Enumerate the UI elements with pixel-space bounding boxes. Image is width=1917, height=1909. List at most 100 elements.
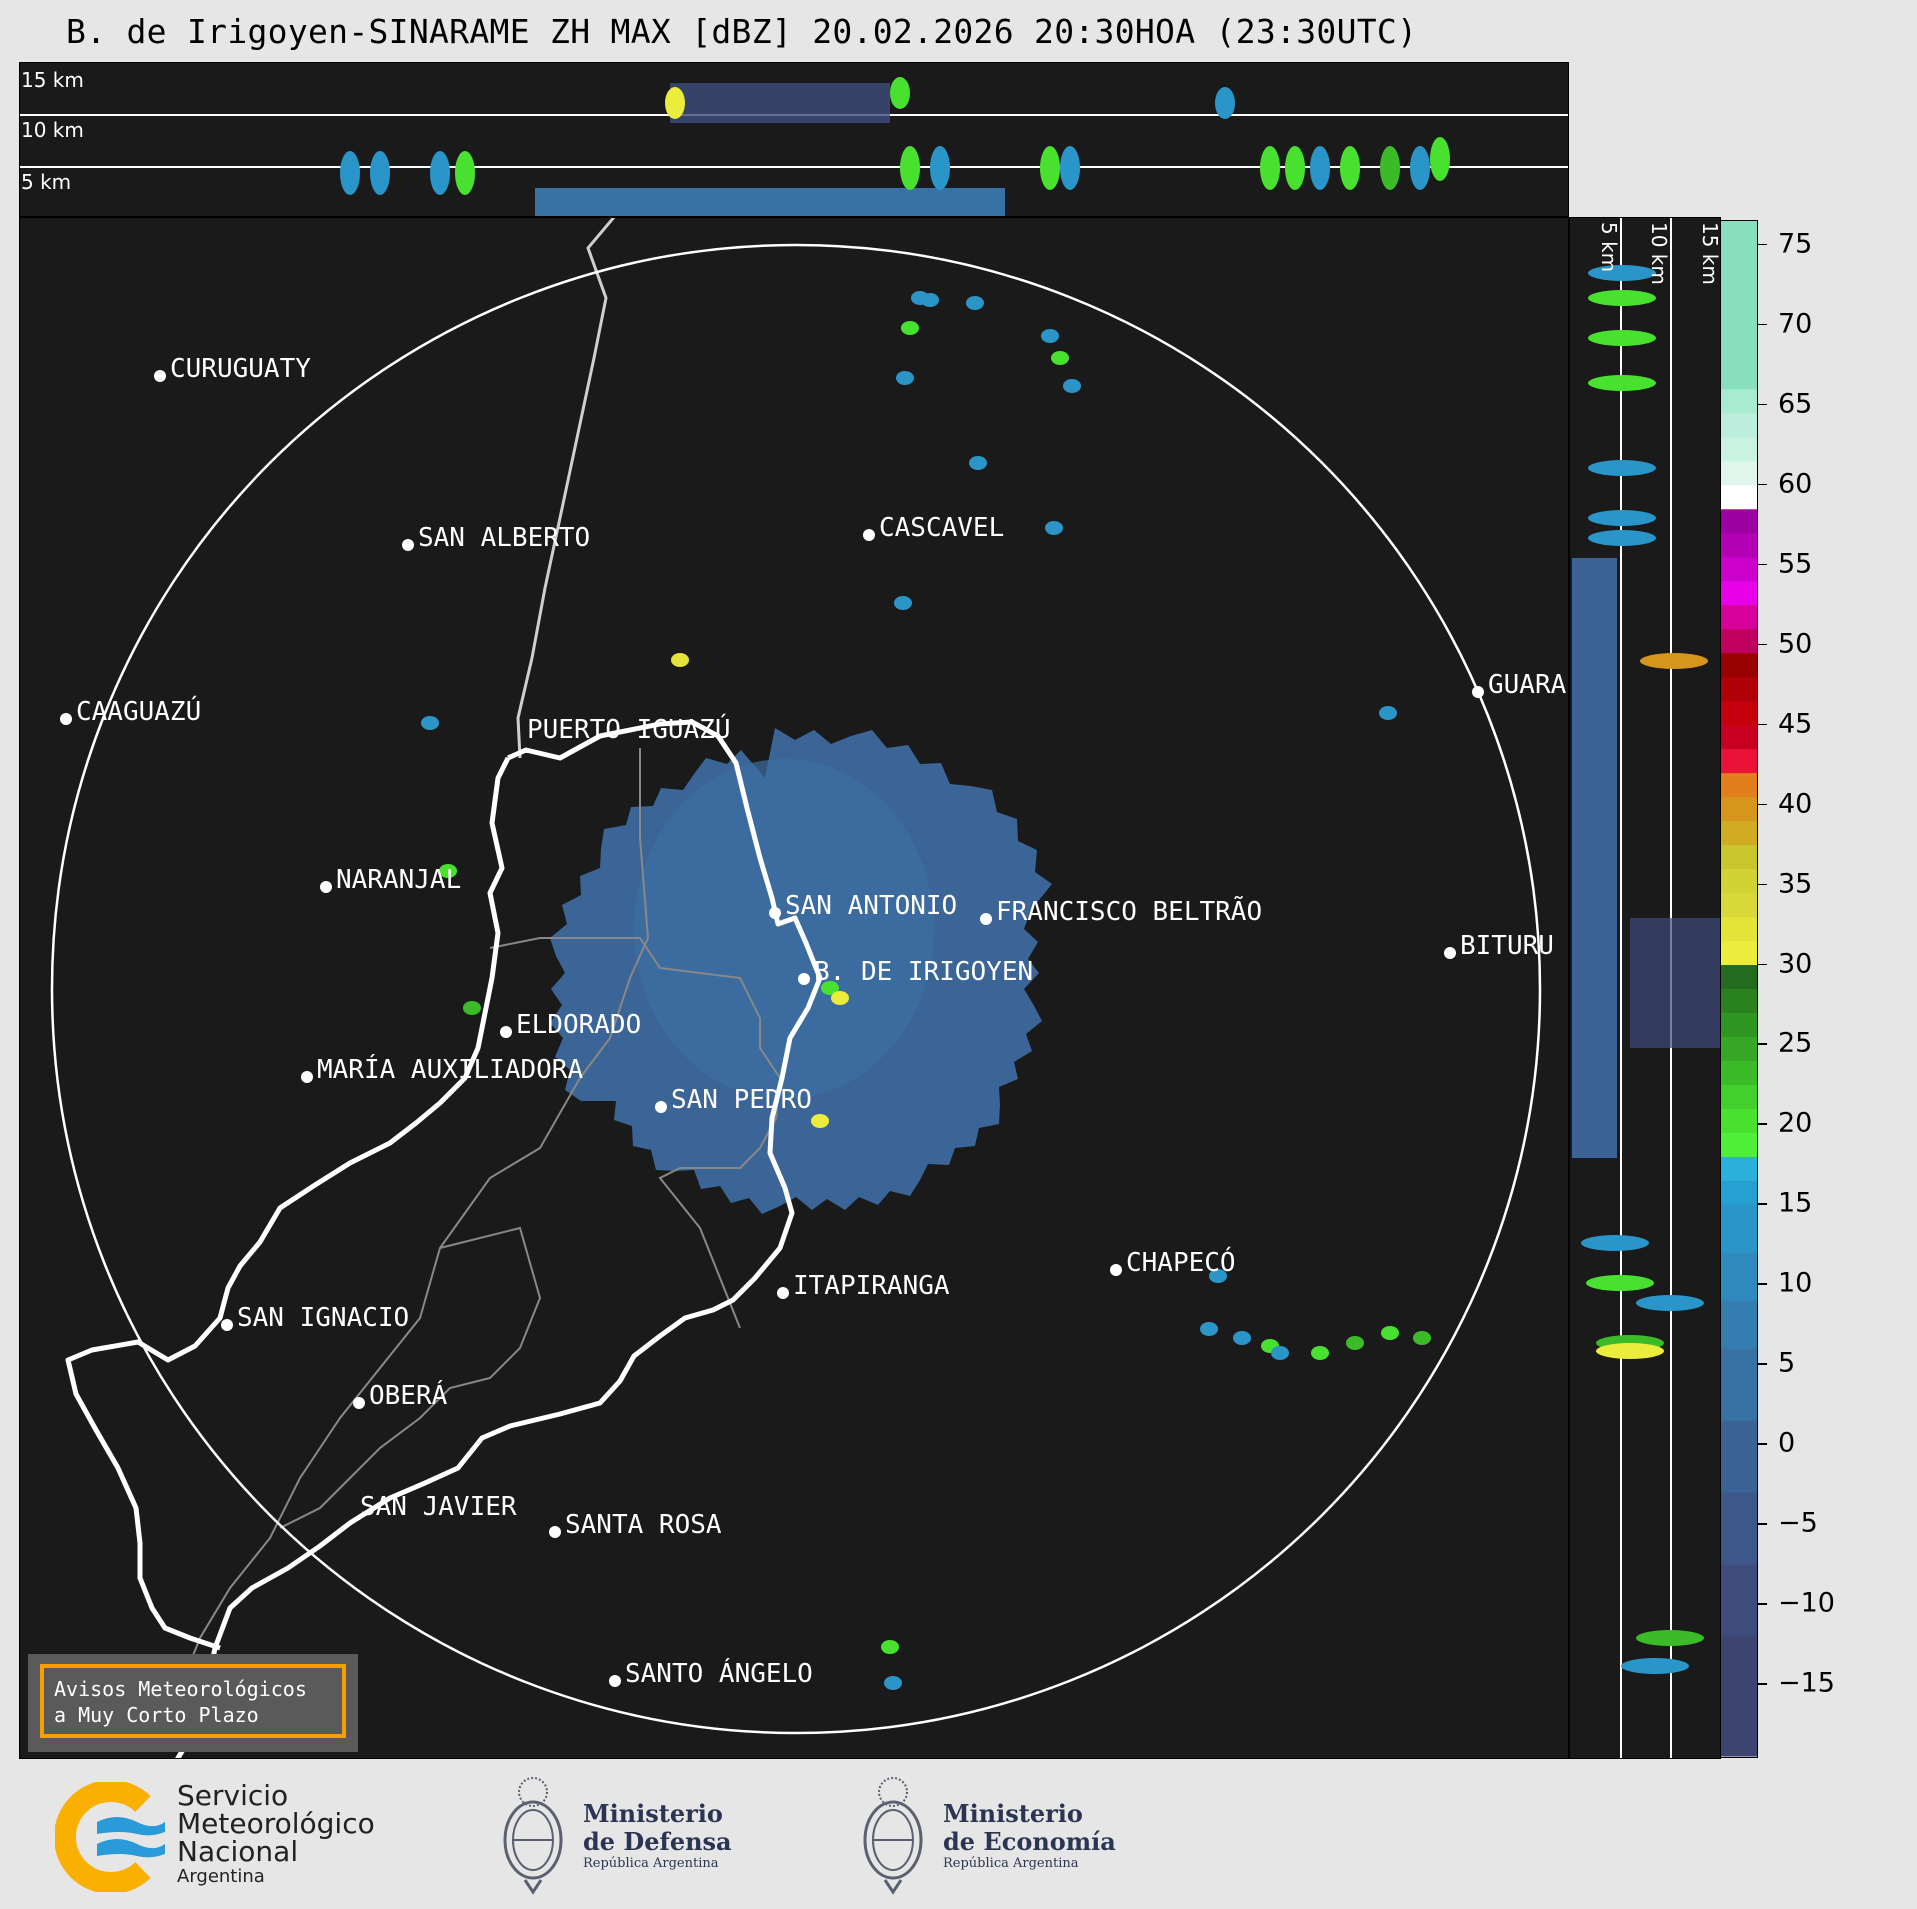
city-markers — [60, 370, 1484, 1687]
city-marker — [655, 1101, 667, 1113]
economia-line-1: Ministerio — [943, 1799, 1083, 1828]
echo-cell — [894, 596, 912, 610]
echo-column — [370, 151, 390, 195]
echo-column — [1040, 146, 1060, 190]
colorbar-band — [1721, 628, 1757, 654]
colorbar-tick-label: 55 — [1778, 548, 1813, 580]
city-label: CURUGUATY — [170, 354, 311, 384]
city-marker — [798, 973, 810, 985]
city-label: CHAPECÓ — [1126, 1248, 1236, 1278]
city-label: SAN JAVIER — [360, 1492, 517, 1522]
colorbar-band — [1721, 1564, 1757, 1637]
echo-cell — [1233, 1331, 1251, 1345]
echo-column — [1060, 146, 1080, 190]
colorbar-band — [1721, 916, 1757, 942]
defensa-line-3: República Argentina — [583, 1856, 719, 1871]
echo-cell — [969, 456, 987, 470]
colorbar-tick-label: 30 — [1778, 948, 1813, 980]
defensa-line-2: de Defensa — [583, 1827, 732, 1856]
echo-cell — [821, 981, 839, 995]
echo-column — [890, 77, 910, 109]
city-marker — [1444, 947, 1456, 959]
echo-cell — [921, 293, 939, 307]
city-marker — [777, 1287, 789, 1299]
colorbar-tick-label: 0 — [1778, 1427, 1796, 1459]
colorbar-band — [1721, 1084, 1757, 1109]
echo-cell — [671, 653, 689, 667]
city-label: SAN ALBERTO — [418, 523, 591, 553]
smn-line-4: Argentina — [177, 1866, 265, 1887]
colorbar-band — [1721, 1492, 1757, 1565]
range-ring — [50, 243, 1542, 1735]
echo-cell — [1413, 1331, 1431, 1345]
colorbar-band — [1721, 964, 1757, 989]
map-canvas — [50, 218, 1542, 1758]
height-label-10km: 10 km — [1647, 222, 1671, 285]
radar-map[interactable]: CURUGUATY SAN ALBERTO CASCAVEL CAAGUAZÚ GUAR… — [19, 217, 1569, 1759]
echo-cell — [966, 296, 984, 310]
colorbar-tick-label: 60 — [1778, 468, 1813, 500]
border-argentina-west — [65, 756, 511, 1651]
height-label-15km: 15 km — [1698, 222, 1721, 285]
border-departments-2 — [279, 1226, 542, 1529]
colorbar-band — [1721, 1036, 1757, 1061]
colorbar-tick — [1758, 1523, 1767, 1525]
side-cross-section-panel: 5 km 10 km 15 km — [1569, 217, 1721, 1759]
city-label: OBERÁ — [369, 1381, 448, 1411]
echo-row — [1588, 510, 1656, 526]
warning-line-2: a Muy Corto Plazo — [54, 1703, 259, 1727]
colorbar-band — [1721, 1252, 1757, 1301]
colorbar-band — [1721, 1060, 1757, 1085]
echo-cell — [884, 1676, 902, 1690]
warning-box[interactable]: Avisos Meteorológicos a Muy Corto Plazo — [28, 1654, 358, 1752]
city-label: ITAPIRANGA — [793, 1271, 950, 1301]
echo-cell — [1209, 1269, 1227, 1283]
city-marker — [221, 1319, 233, 1331]
warning-line-1: Avisos Meteorológicos — [54, 1677, 307, 1701]
colorbar-tick — [1758, 483, 1767, 486]
colorbar-tick — [1758, 1043, 1767, 1045]
economia-line-2: de Economía — [943, 1827, 1116, 1856]
colorbar-band — [1721, 820, 1757, 846]
colorbar-tick — [1758, 963, 1767, 966]
city-marker — [301, 1071, 313, 1083]
city-marker — [769, 907, 781, 919]
echo-cell — [881, 1640, 899, 1654]
echo-cell — [1311, 1346, 1329, 1360]
border-paraguay-brazil — [516, 218, 616, 759]
echo-column — [665, 87, 685, 119]
city-label: PUERTO IGUAZÚ — [527, 715, 731, 745]
echo-row — [1636, 1630, 1704, 1646]
echo-row — [1588, 530, 1656, 546]
colorbar-band — [1721, 772, 1757, 798]
colorbar-tick-label: 70 — [1778, 308, 1813, 340]
echo-column — [1340, 146, 1360, 190]
colorbar-band — [1721, 388, 1757, 414]
city-label: SAN PEDRO — [671, 1085, 812, 1115]
colorbar-band — [1721, 1420, 1757, 1493]
colorbar — [1720, 220, 1758, 1758]
colorbar-tick — [1758, 643, 1767, 646]
city-marker — [60, 713, 72, 725]
colorbar-tick — [1758, 563, 1767, 566]
height-label-5km: 5 km — [21, 170, 72, 194]
colorbar-band — [1721, 1108, 1757, 1133]
echo-column — [430, 151, 450, 195]
echo-column — [930, 146, 950, 190]
colorbar-tick-label: −15 — [1778, 1667, 1835, 1699]
warning-box-frame: Avisos Meteorológicos a Muy Corto Plazo — [40, 1664, 346, 1738]
echo-column — [670, 83, 890, 123]
city-marker — [863, 529, 875, 541]
echo-row — [1586, 1275, 1654, 1291]
height-label-10km: 10 km — [21, 118, 84, 142]
colorbar-tick-label: 50 — [1778, 628, 1813, 660]
colorbar-band — [1721, 508, 1757, 534]
colorbar-band — [1721, 940, 1757, 966]
colorbar-tick — [1758, 1203, 1767, 1205]
colorbar-tick — [1758, 323, 1767, 326]
city-label: B. DE IRIGOYEN — [814, 957, 1034, 987]
city-label: CASCAVEL — [879, 513, 1005, 543]
colorbar-band — [1721, 676, 1757, 702]
ministerio-defensa-logo: Ministerio de Defensa República Argentin… — [495, 1772, 755, 1897]
echo-cell — [1063, 379, 1081, 393]
